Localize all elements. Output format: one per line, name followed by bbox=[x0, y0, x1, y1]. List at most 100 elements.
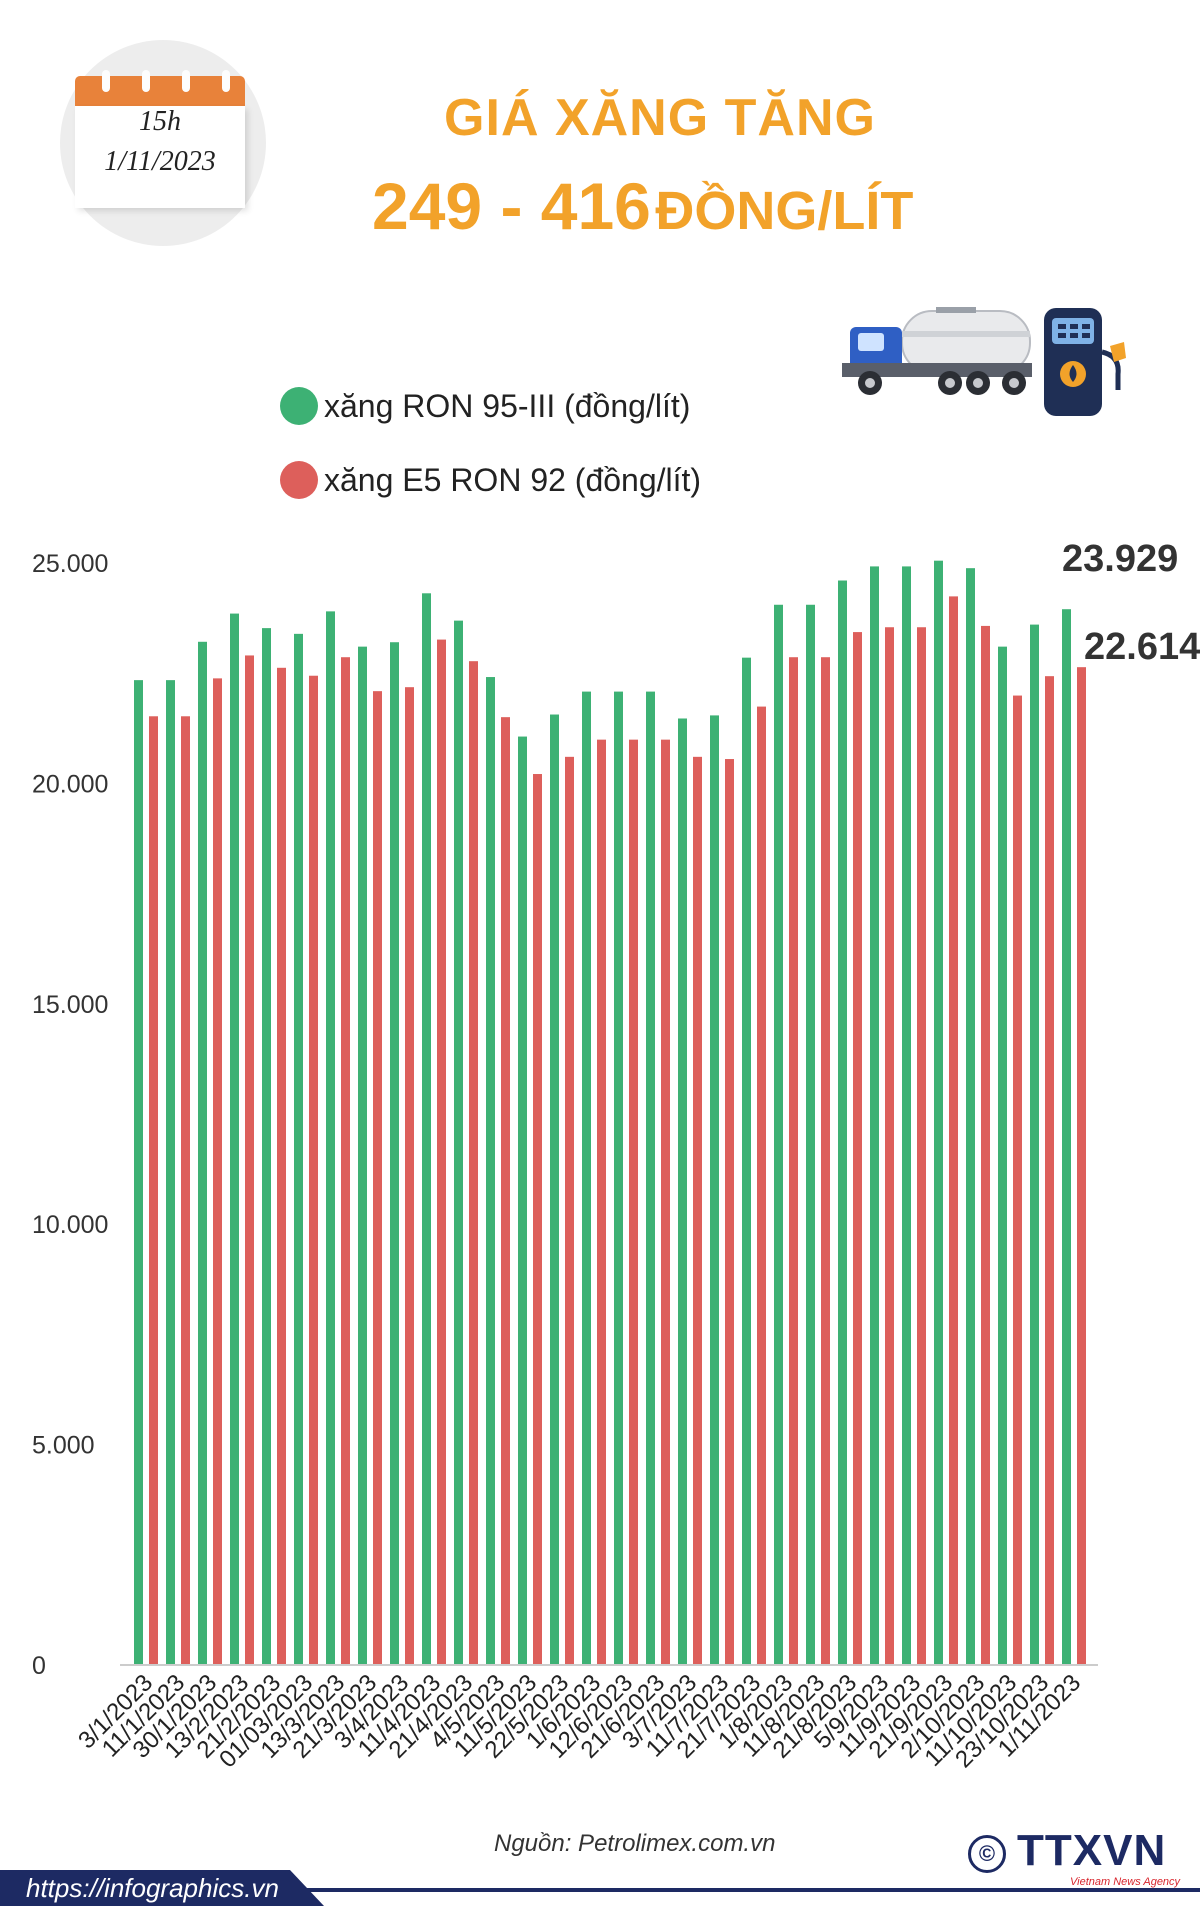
bar-ron95 bbox=[518, 736, 527, 1664]
source-note: Nguồn: Petrolimex.com.vn bbox=[494, 1830, 776, 1857]
legend-item-e5: xăng E5 RON 92 (đồng/lít) bbox=[280, 458, 701, 502]
bar-ron95 bbox=[646, 691, 655, 1664]
bar-e5 bbox=[405, 687, 414, 1664]
calendar-time: 15h bbox=[139, 106, 181, 137]
footer-divider bbox=[290, 1888, 1200, 1892]
bar-e5 bbox=[309, 675, 318, 1664]
calendar-date: 1/11/2023 bbox=[104, 146, 216, 177]
bar-ron95 bbox=[966, 568, 975, 1665]
last-value-labels: 23.929 22.614 bbox=[1062, 540, 1200, 668]
bar-ron95 bbox=[134, 680, 143, 1664]
bar-ron95 bbox=[582, 691, 591, 1664]
footer-url-link[interactable]: https://infographics.vn bbox=[26, 1873, 279, 1903]
bar-e5 bbox=[1077, 667, 1086, 1664]
legend-item-ron95: xăng RON 95-III (đồng/lít) bbox=[280, 384, 690, 428]
bar-e5 bbox=[597, 739, 606, 1664]
bar-e5 bbox=[1013, 695, 1022, 1664]
y-axis: 25.000 20.000 15.000 10.000 5.000 0 bbox=[32, 550, 108, 1680]
headline-title: GIÁ XĂNG TĂNG bbox=[444, 89, 876, 147]
bar-e5 bbox=[853, 632, 862, 1665]
bar-e5 bbox=[245, 655, 254, 1664]
bar-e5 bbox=[341, 657, 350, 1664]
value-label-e5: 22.614 bbox=[1084, 626, 1200, 668]
y-tick-label: 25.000 bbox=[32, 550, 108, 578]
x-axis: 3/1/202311/1/202330/1/202313/2/202321/2/… bbox=[73, 1669, 1086, 1770]
bar-e5 bbox=[757, 706, 766, 1664]
bar-e5 bbox=[373, 691, 382, 1664]
bar-e5 bbox=[821, 657, 830, 1664]
bar-ron95 bbox=[678, 718, 687, 1664]
legend-label-e5: xăng E5 RON 92 (đồng/lít) bbox=[324, 461, 702, 498]
legend-label-ron95: xăng RON 95-III (đồng/lít) bbox=[324, 387, 691, 424]
bar-ron95 bbox=[422, 593, 431, 1664]
bar-e5 bbox=[181, 716, 190, 1664]
bar-e5 bbox=[661, 739, 670, 1664]
copyright-icon: © bbox=[968, 1835, 1006, 1873]
bar-e5 bbox=[565, 756, 574, 1664]
bar-ron95 bbox=[262, 628, 271, 1664]
bar-ron95 bbox=[710, 715, 719, 1664]
bar-e5 bbox=[469, 661, 478, 1664]
bar-e5 bbox=[629, 739, 638, 1664]
calendar-page bbox=[75, 106, 245, 208]
tanker-truck-icon bbox=[842, 307, 1032, 395]
bar-e5 bbox=[437, 639, 446, 1664]
y-tick-label: 20.000 bbox=[32, 770, 108, 798]
headline-range: 249 - 416 ĐỒNG/LÍT bbox=[372, 168, 913, 244]
ttxvn-logo-subtitle: Vietnam News Agency bbox=[1070, 1876, 1181, 1888]
bar-ron95 bbox=[198, 641, 207, 1664]
y-tick-label: 5.000 bbox=[32, 1432, 95, 1460]
bar-series bbox=[134, 560, 1086, 1665]
bar-chart: 25.000 20.000 15.000 10.000 5.000 0 3/1/20231… bbox=[32, 540, 1200, 1770]
bar-ron95 bbox=[166, 680, 175, 1664]
calendar-ring bbox=[222, 70, 230, 92]
bar-ron95 bbox=[806, 604, 815, 1664]
bar-ron95 bbox=[774, 604, 783, 1664]
bar-ron95 bbox=[614, 691, 623, 1664]
ttxvn-logo: TTXVN bbox=[1017, 1826, 1166, 1876]
bar-e5 bbox=[149, 716, 158, 1664]
bar-e5 bbox=[789, 657, 798, 1664]
bar-ron95 bbox=[326, 611, 335, 1664]
bar-ron95 bbox=[934, 560, 943, 1664]
bar-e5 bbox=[981, 625, 990, 1664]
bar-e5 bbox=[213, 678, 222, 1664]
y-tick-label: 10.000 bbox=[32, 1211, 108, 1239]
bar-e5 bbox=[917, 627, 926, 1664]
headline-range-unit: ĐỒNG/LÍT bbox=[655, 181, 914, 241]
bar-ron95 bbox=[998, 646, 1007, 1664]
bar-ron95 bbox=[1030, 624, 1039, 1664]
y-tick-label: 0 bbox=[32, 1652, 46, 1680]
bar-ron95 bbox=[550, 714, 559, 1664]
bar-ron95 bbox=[358, 646, 367, 1664]
headline-range-value: 249 - 416 bbox=[372, 169, 651, 243]
ttxvn-logo-text: TTXVN bbox=[1017, 1826, 1167, 1875]
bar-ron95 bbox=[742, 657, 751, 1664]
bar-ron95 bbox=[838, 580, 847, 1664]
legend-swatch-ron95 bbox=[280, 387, 318, 425]
fuel-pump-icon bbox=[1044, 308, 1126, 416]
calendar-ring bbox=[102, 70, 110, 92]
bar-ron95 bbox=[230, 613, 239, 1664]
bar-ron95 bbox=[390, 642, 399, 1664]
bar-ron95 bbox=[1062, 609, 1071, 1664]
bar-e5 bbox=[533, 774, 542, 1664]
bar-ron95 bbox=[870, 566, 879, 1665]
bar-e5 bbox=[885, 627, 894, 1664]
calendar-ring bbox=[182, 70, 190, 92]
bar-e5 bbox=[693, 756, 702, 1664]
calendar-ring bbox=[142, 70, 150, 92]
bar-ron95 bbox=[294, 633, 303, 1665]
bar-e5 bbox=[277, 667, 286, 1664]
y-tick-label: 15.000 bbox=[32, 991, 108, 1019]
footer-url-bar bbox=[0, 1870, 324, 1906]
bar-e5 bbox=[725, 759, 734, 1664]
bar-e5 bbox=[949, 596, 958, 1665]
value-label-ron95: 23.929 bbox=[1062, 540, 1178, 580]
bar-ron95 bbox=[902, 566, 911, 1665]
bar-e5 bbox=[501, 717, 510, 1664]
bar-e5 bbox=[1045, 676, 1054, 1664]
legend-swatch-e5 bbox=[280, 461, 318, 499]
bar-ron95 bbox=[454, 620, 463, 1664]
bar-ron95 bbox=[486, 677, 495, 1664]
